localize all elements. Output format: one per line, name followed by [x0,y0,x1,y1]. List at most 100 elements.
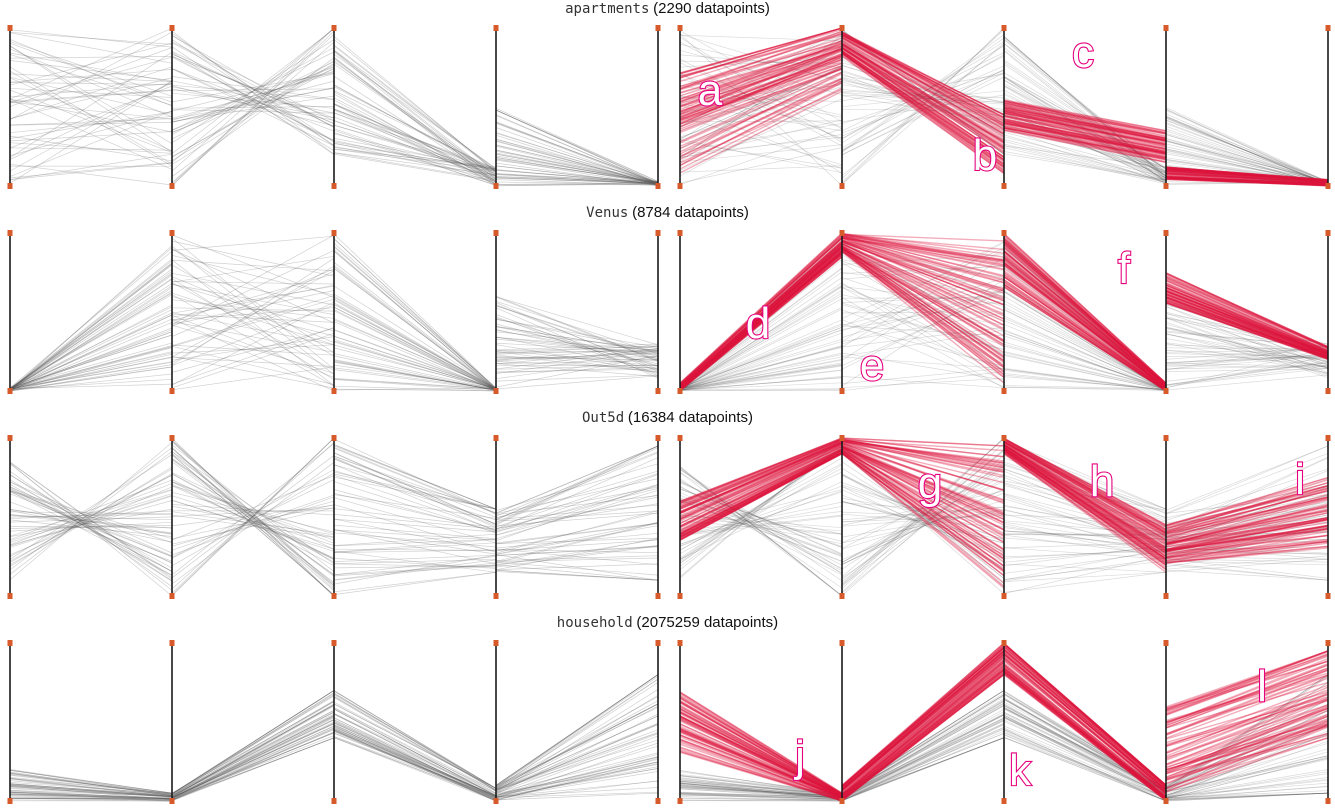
row-household: j k l [7,640,1331,804]
axis-top-marker [493,640,499,646]
highlight-region-4 [1165,650,1329,794]
axis-top-marker [1325,435,1331,441]
highlight-region-2 [841,232,1005,384]
axis-bottom-marker [493,388,499,394]
axis-top-marker [1001,640,1007,646]
line-bundle-3 [1003,36,1167,185]
axis-bottom-marker [331,798,337,804]
axis-top-marker [7,640,13,646]
line-bundle-1 [9,27,173,186]
panel-original-Venus [7,230,661,394]
axis-bottom-marker [1163,798,1169,804]
highlight-region-4 [1165,272,1329,361]
line-bundle-1 [679,235,843,392]
row-Out5d: g h i [7,435,1331,599]
axis-bottom-marker [677,183,683,189]
axis-bottom-marker [1001,388,1007,394]
axis-top-marker [331,640,337,646]
axis-bottom-marker [655,593,661,599]
region-label-g: g [918,459,942,508]
row-title-1: Venus (8784 datapoints) [0,204,1335,222]
axis-top-marker [655,435,661,441]
line-bundle-1 [679,437,843,597]
axis-bottom-marker [169,388,175,394]
axis-top-marker [677,435,683,441]
axis-top-marker [169,435,175,441]
region-label-i: i [1295,455,1305,504]
highlight-region-3 [1003,99,1167,163]
line-bundle-1 [679,29,843,187]
axis-top-marker [1325,230,1331,236]
axis-bottom-marker [1001,593,1007,599]
highlight-region-2 [841,642,1005,802]
axis-bottom-marker [7,388,13,394]
axis-top-marker [1163,640,1169,646]
highlight-region-1 [679,232,843,392]
row-title-2: Out5d (16384 datapoints) [0,409,1335,427]
line-bundle-3 [333,690,497,802]
axis-bottom-marker [493,593,499,599]
axis-top-marker [677,640,683,646]
line-bundle-4 [495,445,659,581]
dataset-name: Out5d [582,410,625,426]
axis-bottom-marker [169,798,175,804]
axis-bottom-marker [677,798,683,804]
dataset-name: apartments [565,1,650,17]
axis-top-marker [1163,25,1169,31]
axis-top-marker [1001,435,1007,441]
axis-bottom-marker [7,798,13,804]
line-bundle-2 [841,27,1005,185]
region-label-h: h [1090,457,1114,506]
axis-top-marker [1001,25,1007,31]
line-bundle-3 [333,438,497,595]
highlight-region-1 [679,691,843,802]
datapoint-count: (8784 datapoints) [632,204,749,221]
region-label-b: b [973,131,997,180]
line-bundle-4 [495,295,659,390]
line-bundle-2 [841,232,1005,392]
line-bundle-2 [841,437,1005,596]
axis-top-marker [493,435,499,441]
axis-top-marker [655,230,661,236]
region-label-e: e [860,341,884,390]
panel-highlighted-Venus [677,230,1331,394]
datapoint-count: (2075259 datapoints) [636,614,779,631]
line-bundle-2 [841,690,1005,802]
axis-top-marker [331,435,337,441]
line-bundle-4 [1165,445,1329,581]
axis-bottom-marker [7,593,13,599]
line-bundle-4 [1165,674,1329,802]
highlight-region-2 [841,437,1005,589]
axis-top-marker [1325,640,1331,646]
axis-top-marker [1163,230,1169,236]
axis-top-marker [493,25,499,31]
axis-bottom-marker [1163,183,1169,189]
axis-bottom-marker [493,183,499,189]
row-apartments: a b c [7,25,1331,189]
line-bundle-3 [333,233,497,392]
line-bundle-1 [9,245,173,392]
row-title-0: apartments (2290 datapoints) [0,0,1335,18]
line-bundle-4 [495,674,659,801]
highlight-region-3 [1003,437,1167,573]
axis-bottom-marker [839,388,845,394]
axis-top-marker [1001,230,1007,236]
axis-bottom-marker [493,798,499,804]
line-bundle-3 [1003,235,1167,392]
highlight-region-1 [679,27,843,174]
line-bundle-2 [171,234,335,392]
highlight-region-1 [679,437,843,541]
axis-bottom-marker [1001,798,1007,804]
highlight-region-2 [841,31,1005,174]
line-bundle-1 [679,769,843,802]
axis-bottom-marker [331,183,337,189]
axis-bottom-marker [839,798,845,804]
axis-top-marker [7,230,13,236]
axis-bottom-marker [169,593,175,599]
axis-top-marker [655,640,661,646]
axis-bottom-marker [331,388,337,394]
axis-bottom-marker [1001,183,1007,189]
axis-top-marker [839,435,845,441]
dataset-name: household [556,615,633,631]
